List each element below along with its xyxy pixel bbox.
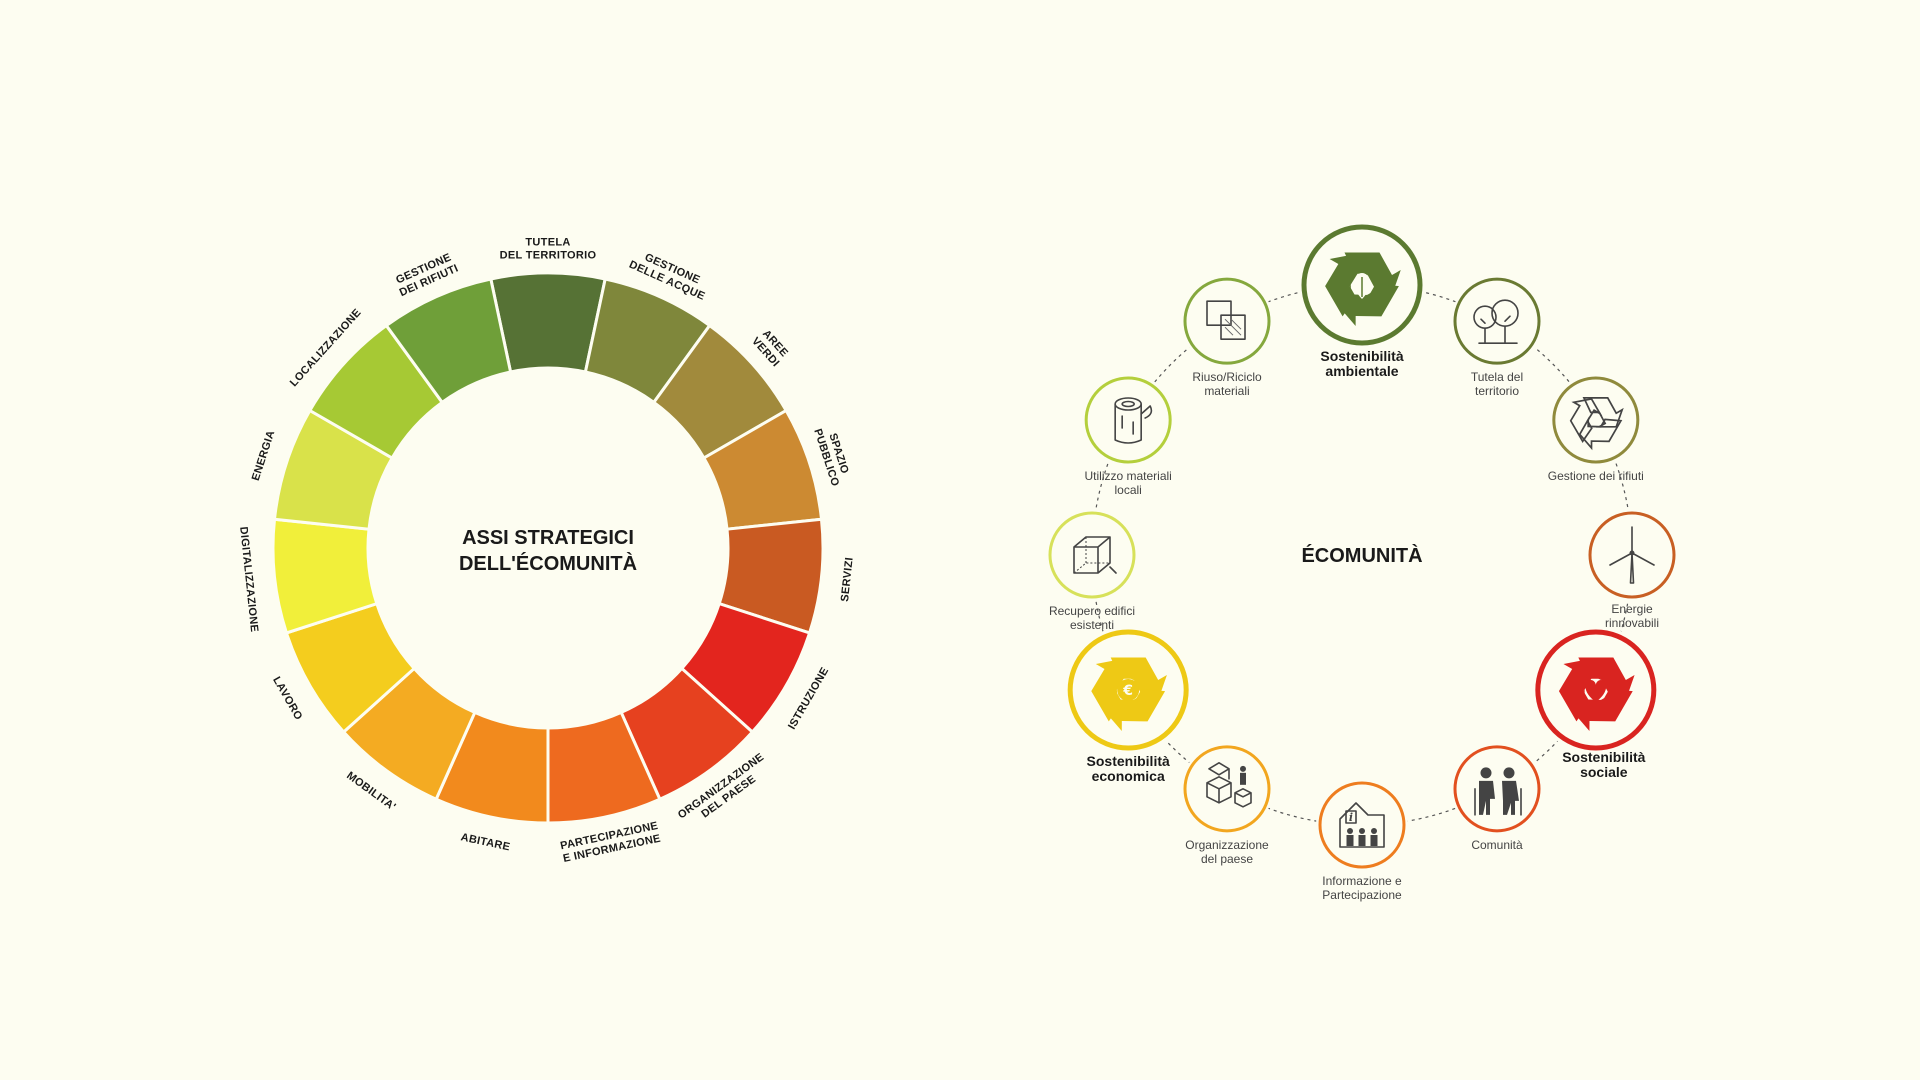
eco-node-label: Utilizzo materiali locali (1084, 469, 1171, 497)
wheel-segment-label: PARTECIPAZIONEE INFORMAZIONE (559, 820, 662, 865)
eco-node-sost-ambientale: Sostenibilità ambientale (1298, 221, 1426, 379)
eco-node-label: Recupero edifici esistenti (1049, 604, 1135, 632)
wheel-segment-label: DIGITALIZZAZIONE (237, 526, 260, 633)
trees-icon (1473, 299, 1519, 344)
node-ring (1552, 376, 1640, 464)
svg-text:€: € (1122, 683, 1133, 699)
log-icon (1114, 397, 1153, 444)
eco-node-materiali-locali: Utilizzo materiali locali (1082, 374, 1175, 497)
eco-node-label: Sostenibilità ambientale (1320, 348, 1403, 379)
wheel-segment-label: MOBILITA' (344, 770, 398, 814)
ecomunita-cycle: Sostenibilità ambientale Tutela del territo… (1046, 221, 1678, 902)
wheel-center-title: ASSI STRATEGICI (462, 527, 634, 549)
eco-node-energie-rinnovabili: Energie rinnovabili (1586, 509, 1678, 630)
wheel-segment-label: SERVIZI (839, 557, 856, 603)
eco-node-label: Comunità (1471, 838, 1523, 852)
node-ring (1183, 745, 1271, 833)
ecomunita-title: ÉCOMUNITÀ (1301, 544, 1422, 567)
eco-node-label: Informazione e Partecipazione (1322, 874, 1402, 902)
eco-node-gestione-rifiuti: Gestione dei rifiuti (1548, 374, 1644, 483)
eco-node-comunita: Comunità (1451, 742, 1543, 852)
node-ring (1084, 376, 1172, 464)
eco-node-informazione: i Informazione e Partecipazione (1316, 779, 1408, 902)
eco-node-riuso-riciclo: Riuso/Riciclo materiali (1181, 275, 1273, 398)
wheel-segment-label: ENERGIA (250, 429, 278, 482)
eco-node-sost-sociale: Sostenibilità sociale (1531, 626, 1660, 780)
wind-turbine-icon (1609, 526, 1655, 584)
recycle-leaf-icon (1314, 246, 1401, 335)
recycle-euro-icon: € (1080, 651, 1167, 740)
wheel-segment-label: SPAZIOPUBBLICO (811, 423, 853, 488)
node-ring (1453, 745, 1541, 833)
node-ring (1048, 511, 1136, 599)
wheel-segment-label: ABITARE (460, 831, 512, 853)
boxes-person-icon (1206, 762, 1252, 808)
wheel-center-subtitle: DELL'ÉCOMUNITÀ (459, 552, 637, 575)
node-ring (1453, 277, 1541, 365)
elderly-couple-icon (1474, 767, 1522, 816)
eco-node-recupero-edifici: Recupero edifici esistenti (1046, 509, 1138, 632)
node-ring (1318, 781, 1406, 869)
eco-node-label: Organizzazione del paese (1185, 838, 1269, 866)
eco-node-organizzazione: Organizzazione del paese (1181, 742, 1273, 866)
eco-node-sost-economica: € Sostenibilità economica (1064, 626, 1193, 784)
wheel-segment (384, 277, 513, 405)
wheel-segment-label: TUTELA DEL TERRITORIO (500, 237, 597, 262)
wheel-segment-label: LAVORO (270, 675, 304, 723)
eco-node-tutela-territorio: Tutela del territorio (1451, 275, 1543, 398)
eco-node-label: Riuso/Riciclo materiali (1192, 370, 1262, 398)
eco-node-label: Sostenibilità economica (1087, 753, 1170, 784)
strategic-axes-wheel: TUTELA DEL TERRITORIO GESTIONEDELLE ACQUEA… (237, 237, 856, 865)
info-house-icon: i (1339, 802, 1385, 848)
eco-node-label: Energie rinnovabili (1605, 602, 1659, 630)
layers-icon (1206, 300, 1246, 340)
eco-node-label: Gestione dei rifiuti (1548, 469, 1644, 483)
wheel-segment-label: AREEVERDI (749, 327, 791, 370)
eco-node-label: Sostenibilità sociale (1562, 749, 1645, 780)
eco-node-label: Tutela del territorio (1471, 370, 1523, 398)
svg-text:i: i (1349, 811, 1353, 824)
cube-icon (1073, 536, 1117, 574)
recycle-heart-icon (1548, 651, 1635, 740)
